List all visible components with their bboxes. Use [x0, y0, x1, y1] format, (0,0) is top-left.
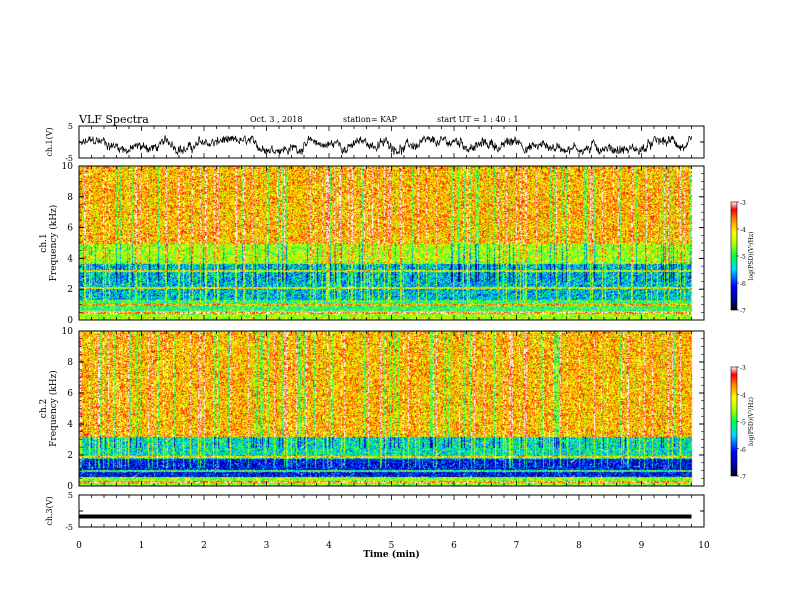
date-label: Oct. 3 , 2018	[250, 115, 303, 124]
ch1-waveform-line	[78, 135, 692, 156]
start-time-label: start UT = 1 : 40 : 1	[437, 115, 519, 124]
ch2-spectrogram-colorbar-tick-label: -3	[740, 365, 746, 372]
ch1-spectrogram-ytick-label: 0	[67, 316, 73, 326]
ch3-ylabel: ch.3(V)	[45, 496, 54, 525]
x-tick-label: 9	[639, 541, 645, 551]
ch1-spectrogram-ytick-label: 6	[67, 224, 73, 234]
ch2-spectrogram-colorbar	[730, 366, 738, 477]
ch2-spectrogram-ytick-label: 4	[67, 420, 73, 430]
ch1-spectrogram-colorbar-label: log(PSD)(V²/Hz)	[748, 232, 755, 281]
ch1-spectrogram-colorbar-tick-label: -3	[740, 200, 746, 207]
ch3-ytick-label: 5	[68, 491, 73, 500]
ch1-waveform-x-ticks	[78, 126, 705, 158]
ch1-ylabel: ch.1(V)	[45, 127, 54, 156]
x-tick-label: 5	[389, 541, 395, 551]
ch2-spectrogram-colorbar-label: log(PSD)(V²/Hz)	[748, 397, 755, 446]
ch2-spectrogram-colorbar-tick-label: -4	[740, 392, 746, 399]
x-tick-label: 7	[514, 541, 520, 551]
x-tick-label: 3	[264, 541, 270, 551]
ch2-spectrogram-ytick-label: 2	[67, 451, 73, 461]
ch2-spectrogram-ytick-label: 8	[67, 358, 73, 368]
ch1-spectrogram-ytick-label: 10	[62, 162, 74, 172]
ch1-spectrogram-image	[79, 166, 704, 320]
ch1-spectrogram-colorbar-tick-label: -5	[740, 254, 746, 261]
ch2-spectrogram-ytick-label: 6	[67, 389, 73, 399]
ch2-spectrogram-ylabel: Frequency (kHz)	[48, 370, 59, 447]
ch1-ytick-label: -5	[65, 154, 73, 163]
x-tick-label: 1	[139, 541, 145, 551]
ch1-spectrogram-ytick-label: 8	[67, 193, 73, 203]
x-tick-label: 4	[326, 541, 332, 551]
x-tick-label: 10	[698, 541, 710, 551]
ch2-spectrogram-ytick-label: 0	[67, 482, 73, 492]
ch1-ytick-label: 5	[68, 122, 73, 131]
station-label: station= KAP	[343, 115, 397, 124]
ch3-waveform-x-ticks	[78, 495, 705, 527]
ch1-spectrogram-ytick-label: 4	[67, 254, 73, 264]
ch2-spectrogram-image	[79, 331, 704, 486]
ch2-spectrogram-colorbar-tick-label: -7	[740, 474, 746, 481]
x-tick-label: 8	[576, 541, 582, 551]
ch2-spectrogram-x-ticks	[78, 331, 705, 486]
x-tick-label: 2	[201, 541, 207, 551]
ch1-spectrogram-ylabel: Frequency (kHz)	[48, 205, 59, 282]
ch1-spectrogram-ylabel-channel: ch.1	[39, 233, 49, 252]
x-axis-label: Time (min)	[363, 549, 420, 560]
ch1-spectrogram-colorbar-tick-label: -4	[740, 227, 746, 234]
x-tick-label: 0	[76, 541, 82, 551]
x-tick-label: 6	[451, 541, 457, 551]
ch2-spectrogram-colorbar-tick-label: -5	[740, 420, 746, 427]
ch2-spectrogram-ylabel-channel: ch.2	[39, 399, 49, 418]
ch3-ytick-label: -5	[65, 523, 73, 532]
ch1-spectrogram-x-ticks	[78, 166, 705, 320]
ch1-spectrogram-colorbar	[730, 201, 738, 311]
chart-title: VLF Spectra	[79, 113, 149, 126]
ch2-spectrogram-ytick-label: 10	[62, 327, 74, 337]
ch1-spectrogram-ytick-label: 2	[67, 285, 73, 295]
ch1-spectrogram-colorbar-tick-label: -6	[740, 281, 746, 288]
ch2-spectrogram-colorbar-tick-label: -6	[740, 447, 746, 454]
ch1-spectrogram-colorbar-tick-label: -7	[740, 308, 746, 315]
